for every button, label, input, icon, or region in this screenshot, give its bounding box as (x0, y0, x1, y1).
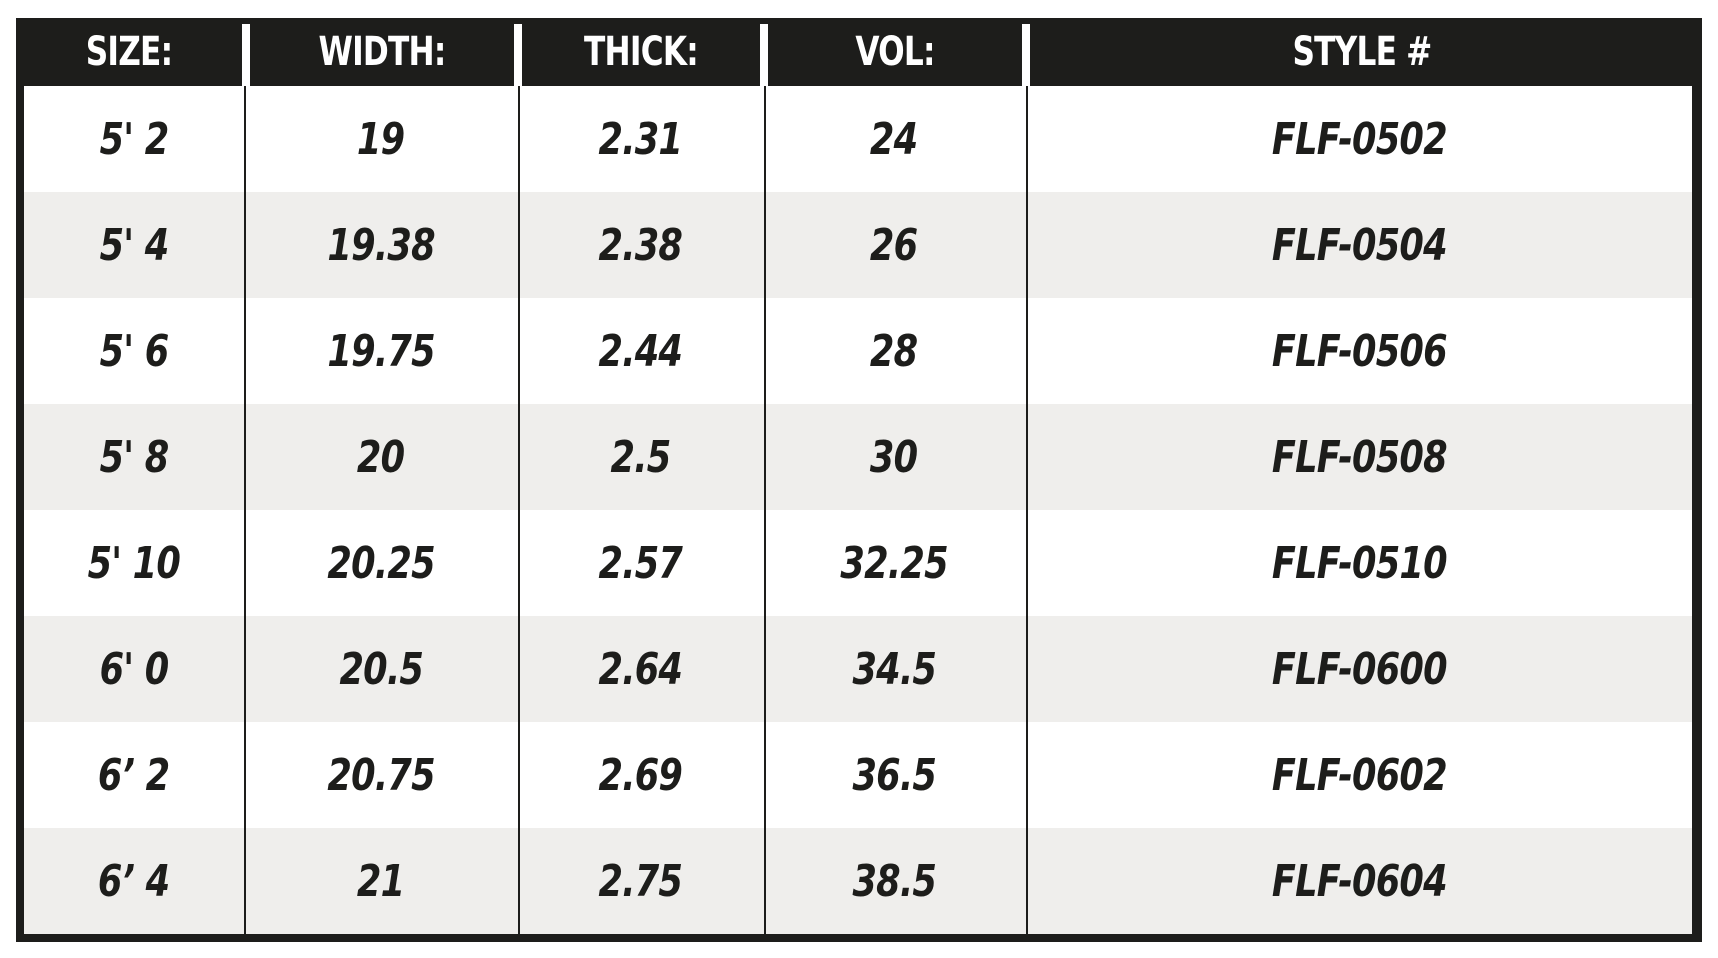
header-size: SIZE: (85, 29, 173, 75)
cell-style: FLF-0506 (1271, 325, 1448, 377)
table-header: SIZE: WIDTH: THICK: VOL: STYLE # (16, 18, 1702, 86)
cell-thick: 2.31 (598, 113, 682, 165)
cell-vol: 38.5 (852, 855, 936, 907)
cell-size: 5' 8 (99, 431, 170, 483)
column-divider (1026, 86, 1028, 934)
cell-vol: 24 (870, 113, 918, 165)
cell-thick: 2.5 (610, 431, 671, 483)
cell-width: 19.75 (327, 325, 435, 377)
cell-style: FLF-0510 (1271, 537, 1448, 589)
table-row: 5' 10 20.25 2.57 32.25 FLF-0510 (24, 510, 1692, 616)
size-chart-table: SIZE: WIDTH: THICK: VOL: STYLE # 5' 2 19… (16, 18, 1702, 942)
cell-width: 21 (357, 855, 405, 907)
table-row: 5' 6 19.75 2.44 28 FLF-0506 (24, 298, 1692, 404)
table-row: 6’ 4 21 2.75 38.5 FLF-0604 (24, 828, 1692, 934)
cell-vol: 30 (870, 431, 918, 483)
cell-style: FLF-0502 (1271, 113, 1448, 165)
header-style: STYLE # (1292, 29, 1432, 75)
cell-size: 6' 0 (99, 643, 170, 695)
table-row: 5' 2 19 2.31 24 FLF-0502 (24, 86, 1692, 192)
cell-thick: 2.75 (598, 855, 682, 907)
cell-vol: 36.5 (852, 749, 936, 801)
header-divider (514, 24, 522, 86)
cell-style: FLF-0504 (1271, 219, 1448, 271)
column-divider (764, 86, 766, 934)
cell-style: FLF-0508 (1271, 431, 1448, 483)
header-width: WIDTH: (318, 29, 446, 75)
cell-width: 20 (357, 431, 405, 483)
header-thick: THICK: (584, 29, 699, 75)
cell-vol: 28 (870, 325, 918, 377)
table-row: 5' 8 20 2.5 30 FLF-0508 (24, 404, 1692, 510)
cell-thick: 2.57 (598, 537, 682, 589)
cell-size: 5' 6 (99, 325, 170, 377)
cell-vol: 32.25 (840, 537, 948, 589)
column-divider (518, 86, 520, 934)
cell-size: 5' 10 (87, 537, 181, 589)
header-vol: VOL: (855, 29, 935, 75)
cell-style: FLF-0600 (1271, 643, 1448, 695)
table-row: 5' 4 19.38 2.38 26 FLF-0504 (24, 192, 1692, 298)
cell-vol: 34.5 (852, 643, 936, 695)
column-divider (244, 86, 246, 934)
header-divider (1022, 24, 1030, 86)
cell-size: 6’ 4 (98, 855, 170, 907)
cell-thick: 2.69 (598, 749, 682, 801)
cell-thick: 2.44 (598, 325, 682, 377)
header-divider (760, 24, 768, 86)
cell-vol: 26 (870, 219, 918, 271)
cell-style: FLF-0604 (1271, 855, 1448, 907)
table-row: 6' 0 20.5 2.64 34.5 FLF-0600 (24, 616, 1692, 722)
cell-width: 19 (357, 113, 405, 165)
cell-thick: 2.64 (598, 643, 682, 695)
cell-style: FLF-0602 (1271, 749, 1448, 801)
header-divider (242, 24, 250, 86)
cell-size: 5' 4 (99, 219, 170, 271)
cell-size: 5' 2 (99, 113, 170, 165)
table-row: 6’ 2 20.75 2.69 36.5 FLF-0602 (24, 722, 1692, 828)
cell-width: 20.5 (339, 643, 423, 695)
cell-width: 19.38 (327, 219, 435, 271)
cell-thick: 2.38 (598, 219, 682, 271)
cell-size: 6’ 2 (98, 749, 170, 801)
table-body: 5' 2 19 2.31 24 FLF-0502 5' 4 19.38 2.38… (24, 86, 1692, 934)
cell-width: 20.75 (327, 749, 435, 801)
cell-width: 20.25 (327, 537, 435, 589)
